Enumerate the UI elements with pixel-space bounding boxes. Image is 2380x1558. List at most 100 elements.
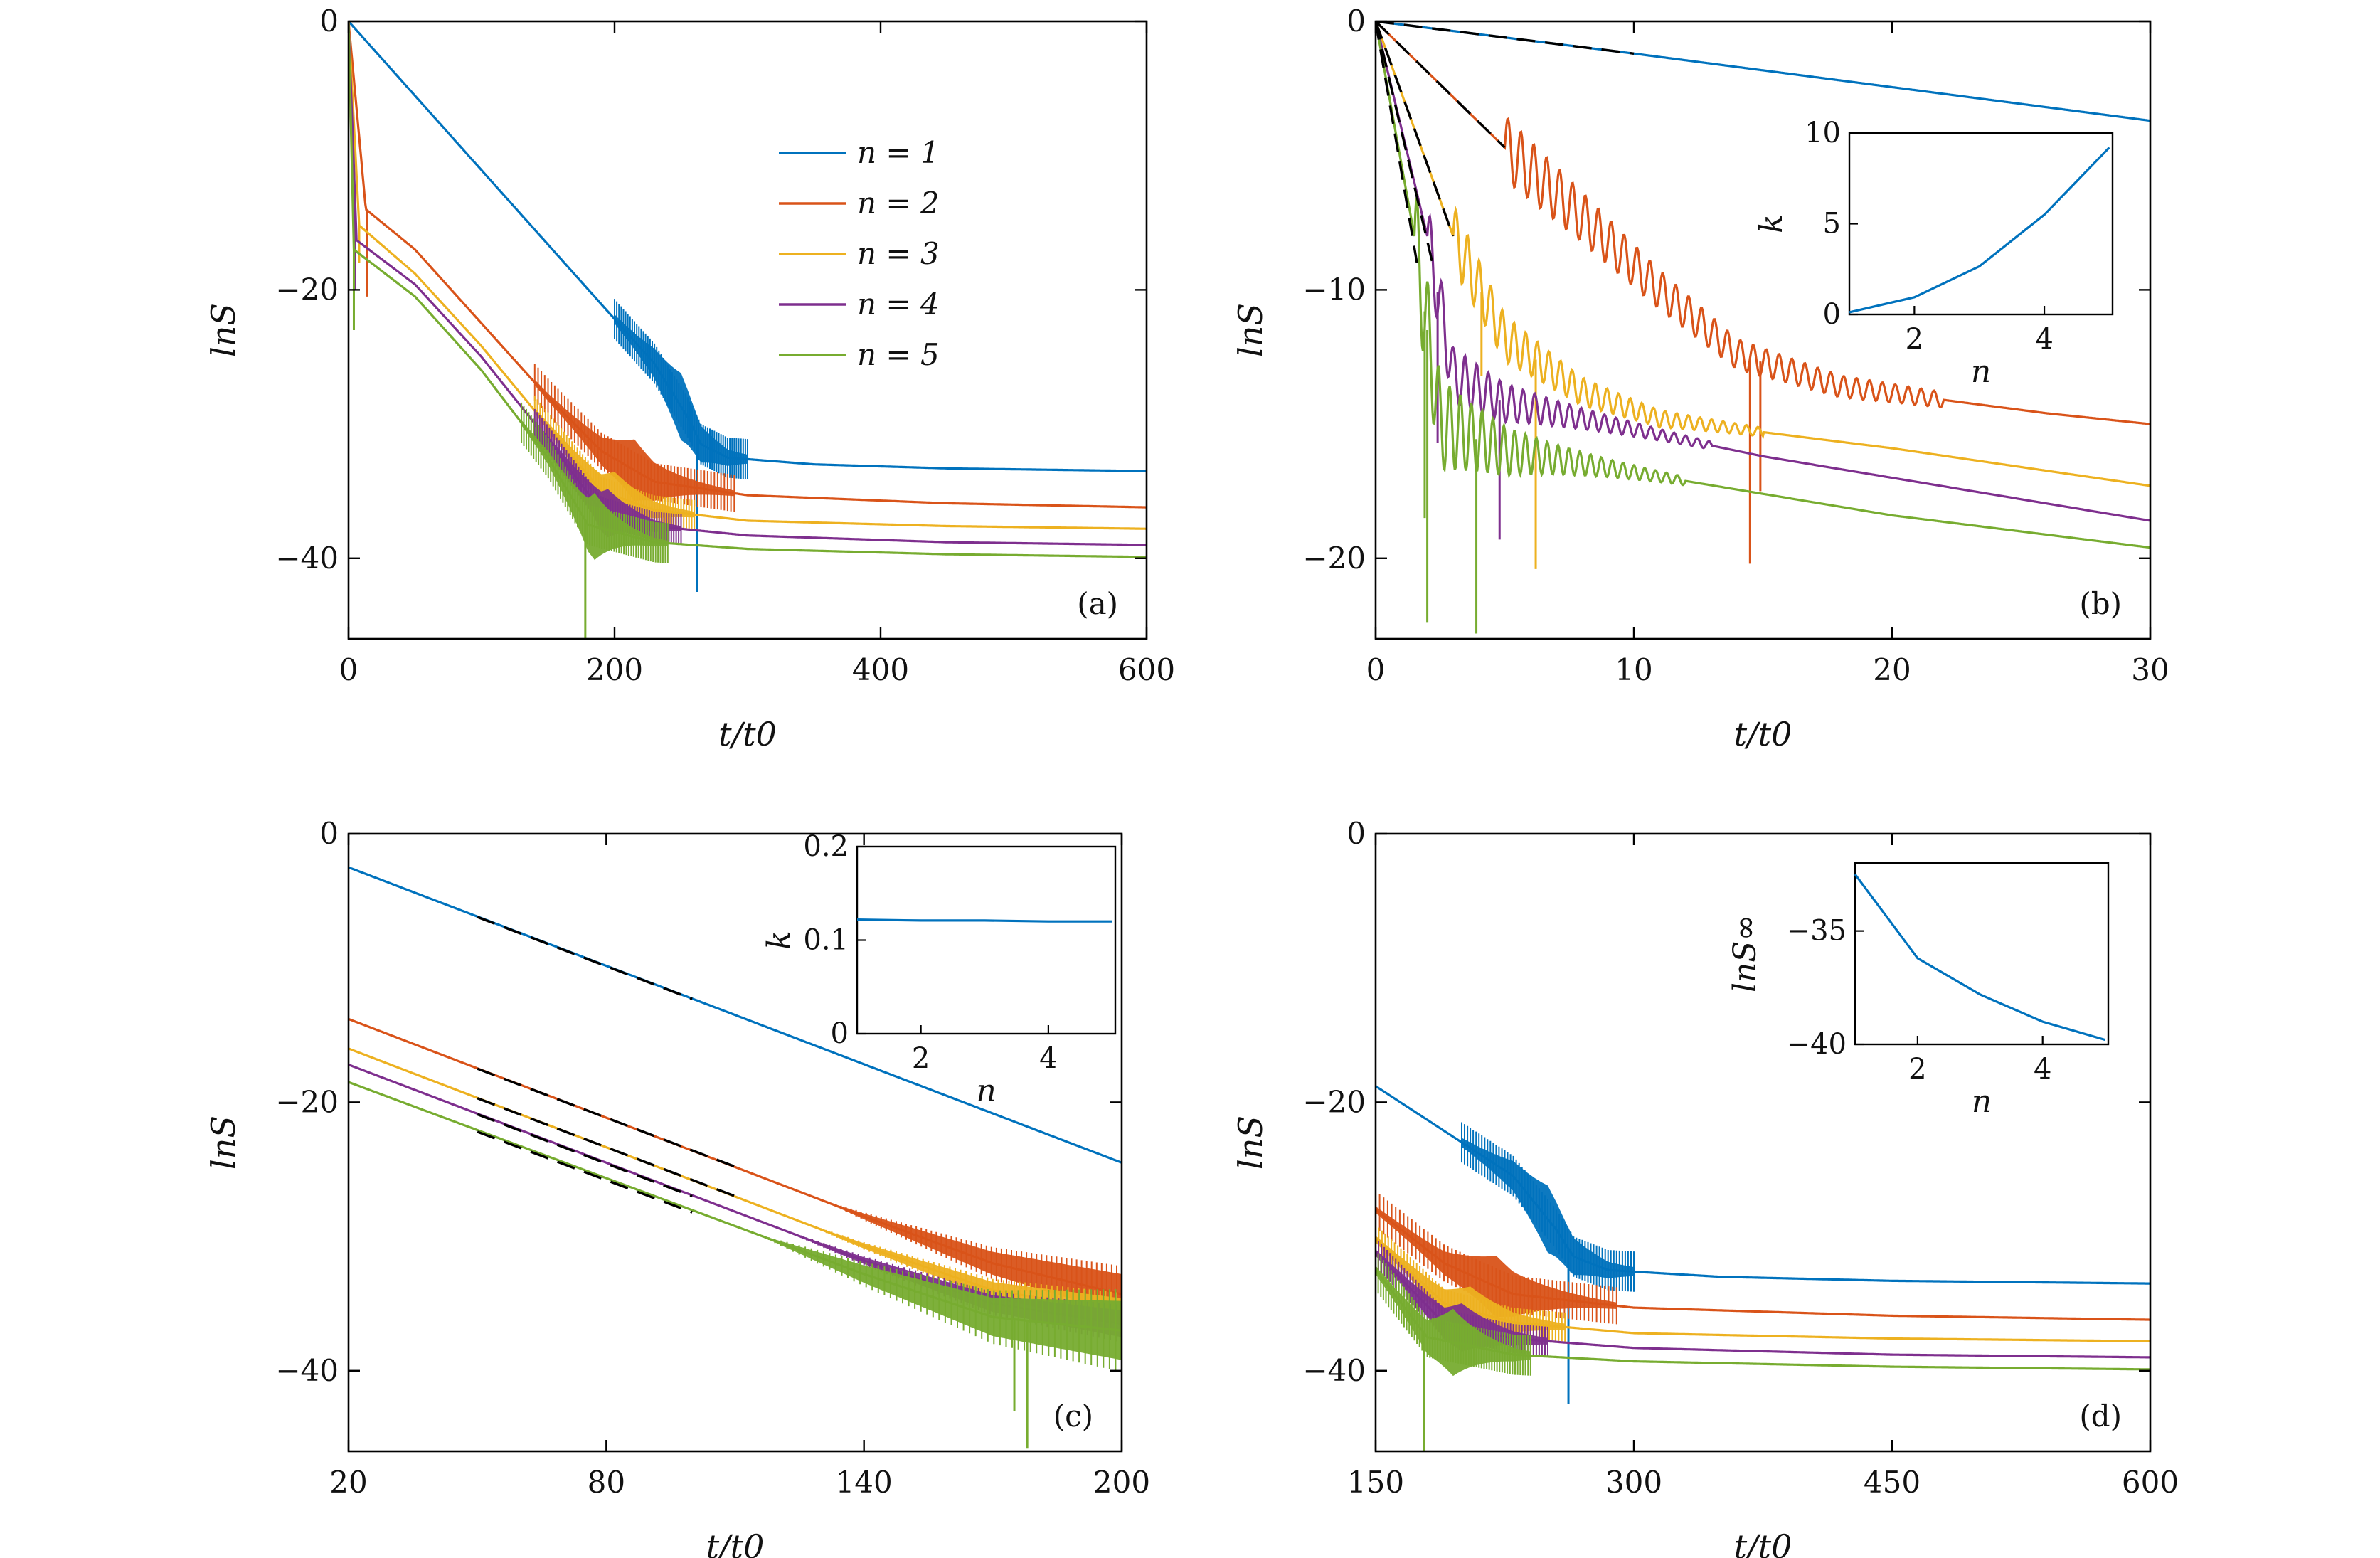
inset-frame	[1848, 132, 2114, 316]
x-tick-label: 600	[2122, 1465, 2179, 1500]
x-tick-label: 0	[1366, 652, 1386, 687]
fit-line-n3	[1376, 21, 1455, 237]
series-n5	[1376, 21, 2150, 634]
inset-frame	[856, 845, 1117, 1035]
inset-x-label: n	[976, 1073, 996, 1109]
y-axis-label: lnS	[1231, 1115, 1270, 1170]
x-tick-label: 30	[2131, 652, 2169, 687]
series-band-striations-n2	[533, 364, 735, 512]
series-line-n2	[349, 1017, 1122, 1295]
x-axis-label: t/t0	[1734, 1527, 1792, 1558]
legend-label-n2: n = 2	[857, 186, 940, 221]
series-line-n1	[1376, 1085, 2150, 1285]
panel-tag: (d)	[2079, 1399, 2122, 1434]
series-n1	[349, 21, 1147, 592]
series-n5	[1376, 1250, 2150, 1451]
fit-line-n4	[1376, 21, 1434, 264]
panel-tag: (b)	[2079, 586, 2122, 621]
x-tick-label: 10	[1615, 652, 1652, 687]
inset-x-tick-label: 2	[1906, 323, 1923, 356]
series-band-striations-n1	[1461, 1122, 1635, 1292]
x-axis-label: t/t0	[1734, 715, 1792, 753]
x-tick-label: 0	[339, 652, 358, 687]
legend: n = 1 n = 2 n = 3 n = 4 n = 5	[779, 135, 940, 372]
series-line-n1	[349, 866, 1122, 1164]
series-line-n1	[349, 21, 1147, 472]
x-tick-label: 450	[1864, 1465, 1921, 1500]
y-tick-label: −40	[275, 541, 339, 576]
x-tick-label: 200	[586, 652, 643, 687]
plot-area	[349, 866, 1122, 1449]
series-line-n4	[349, 21, 1147, 546]
inset-x-tick-label: 4	[2035, 323, 2053, 356]
inset-chart: 2 4 0 0.1 0.2 n k	[761, 830, 1117, 1109]
x-tick-label: 20	[1873, 652, 1911, 687]
x-tick-label: 150	[1347, 1465, 1404, 1500]
x-tick-label: 80	[588, 1465, 625, 1500]
series-band-striations-n5	[521, 402, 669, 563]
panel-tag: (a)	[1077, 586, 1118, 621]
inset-x-tick-label: 2	[912, 1042, 930, 1075]
x-tick-label: 300	[1605, 1465, 1662, 1500]
series-band-striations-n2	[825, 1201, 1122, 1323]
plot-frame	[1374, 20, 2152, 640]
y-tick-label: −40	[1302, 1353, 1366, 1388]
plot-frame	[347, 20, 1148, 640]
series-line-n2	[349, 21, 1147, 509]
panel-b: 0 10 20 30 0 −10 −20 t/t0 lnS (b) 2 4 0 5 10 n k	[1231, 4, 2169, 753]
y-tick-label: 0	[319, 816, 339, 851]
x-tick-label: 20	[329, 1465, 367, 1500]
series-line-n3	[1376, 21, 2150, 487]
y-tick-label: −20	[1302, 1084, 1366, 1119]
series-n2	[349, 1017, 1122, 1323]
inset-y-tick-label: −40	[1787, 1028, 1847, 1061]
x-axis-label: t/t0	[718, 715, 777, 753]
legend-label-n4: n = 4	[857, 287, 940, 322]
series-n2	[1376, 21, 2150, 564]
x-tick-label: 600	[1118, 652, 1175, 687]
series-band-n2	[534, 379, 735, 502]
series-band-striations-n1	[614, 299, 748, 479]
series-band-striations-n2	[1376, 1191, 1617, 1325]
series-line-n2	[1376, 21, 2150, 425]
legend-label-n1: n = 1	[857, 135, 940, 170]
y-axis-label: lnS	[204, 1115, 243, 1170]
plot-area	[1376, 21, 2150, 634]
y-axis-label: lnS	[1231, 303, 1270, 357]
inset-y-label: lnS∞	[1727, 915, 1763, 992]
inset-y-tick-label: 0	[1823, 298, 1841, 331]
legend-label-n3: n = 3	[857, 236, 940, 271]
series-line-n4	[1376, 21, 2150, 522]
inset-chart: 2 4 −35 −40 n lnS∞	[1727, 862, 2110, 1120]
series-n2	[349, 21, 1147, 512]
fit-line-n5	[1376, 21, 1418, 263]
inset-chart: 2 4 0 5 10 n k	[1753, 117, 2114, 390]
y-tick-label: −10	[1302, 272, 1366, 307]
panel-d: 150 300 450 600 0 −20 −40 t/t0 lnS (d) 2 4 −35 −40 n ln…	[1231, 816, 2179, 1558]
x-axis-label: t/t0	[706, 1527, 765, 1558]
panel-tag: (c)	[1053, 1399, 1093, 1434]
inset-y-tick-label: 0.1	[803, 924, 849, 957]
inset-y-tick-label: 5	[1823, 208, 1841, 240]
series-n1	[349, 866, 1122, 1164]
legend-label-n5: n = 5	[857, 337, 940, 372]
series-band-striations-n5	[762, 1235, 1122, 1372]
y-tick-label: −40	[275, 1353, 339, 1388]
x-tick-label: 140	[836, 1465, 893, 1500]
series-n3	[349, 1047, 1122, 1331]
inset-frame	[1854, 862, 2110, 1046]
y-tick-label: 0	[1346, 816, 1366, 851]
y-axis-label: lnS	[204, 303, 243, 357]
plot-frame	[1374, 832, 2152, 1453]
inset-y-tick-label: −35	[1787, 915, 1847, 948]
series-line-n5	[1376, 21, 2150, 549]
series-line-n5	[349, 21, 1147, 558]
y-tick-label: 0	[319, 4, 339, 38]
series-n5	[349, 21, 1147, 639]
plot-area	[349, 21, 1147, 639]
panel-c: 20 80 140 200 0 −20 −40 t/t0 lnS (c) 2 4 0 0.1 0.2 n k	[204, 816, 1150, 1558]
fit-line-n4	[477, 1113, 693, 1198]
inset-x-label: n	[1971, 354, 1991, 390]
series-line-n3	[349, 21, 1147, 530]
